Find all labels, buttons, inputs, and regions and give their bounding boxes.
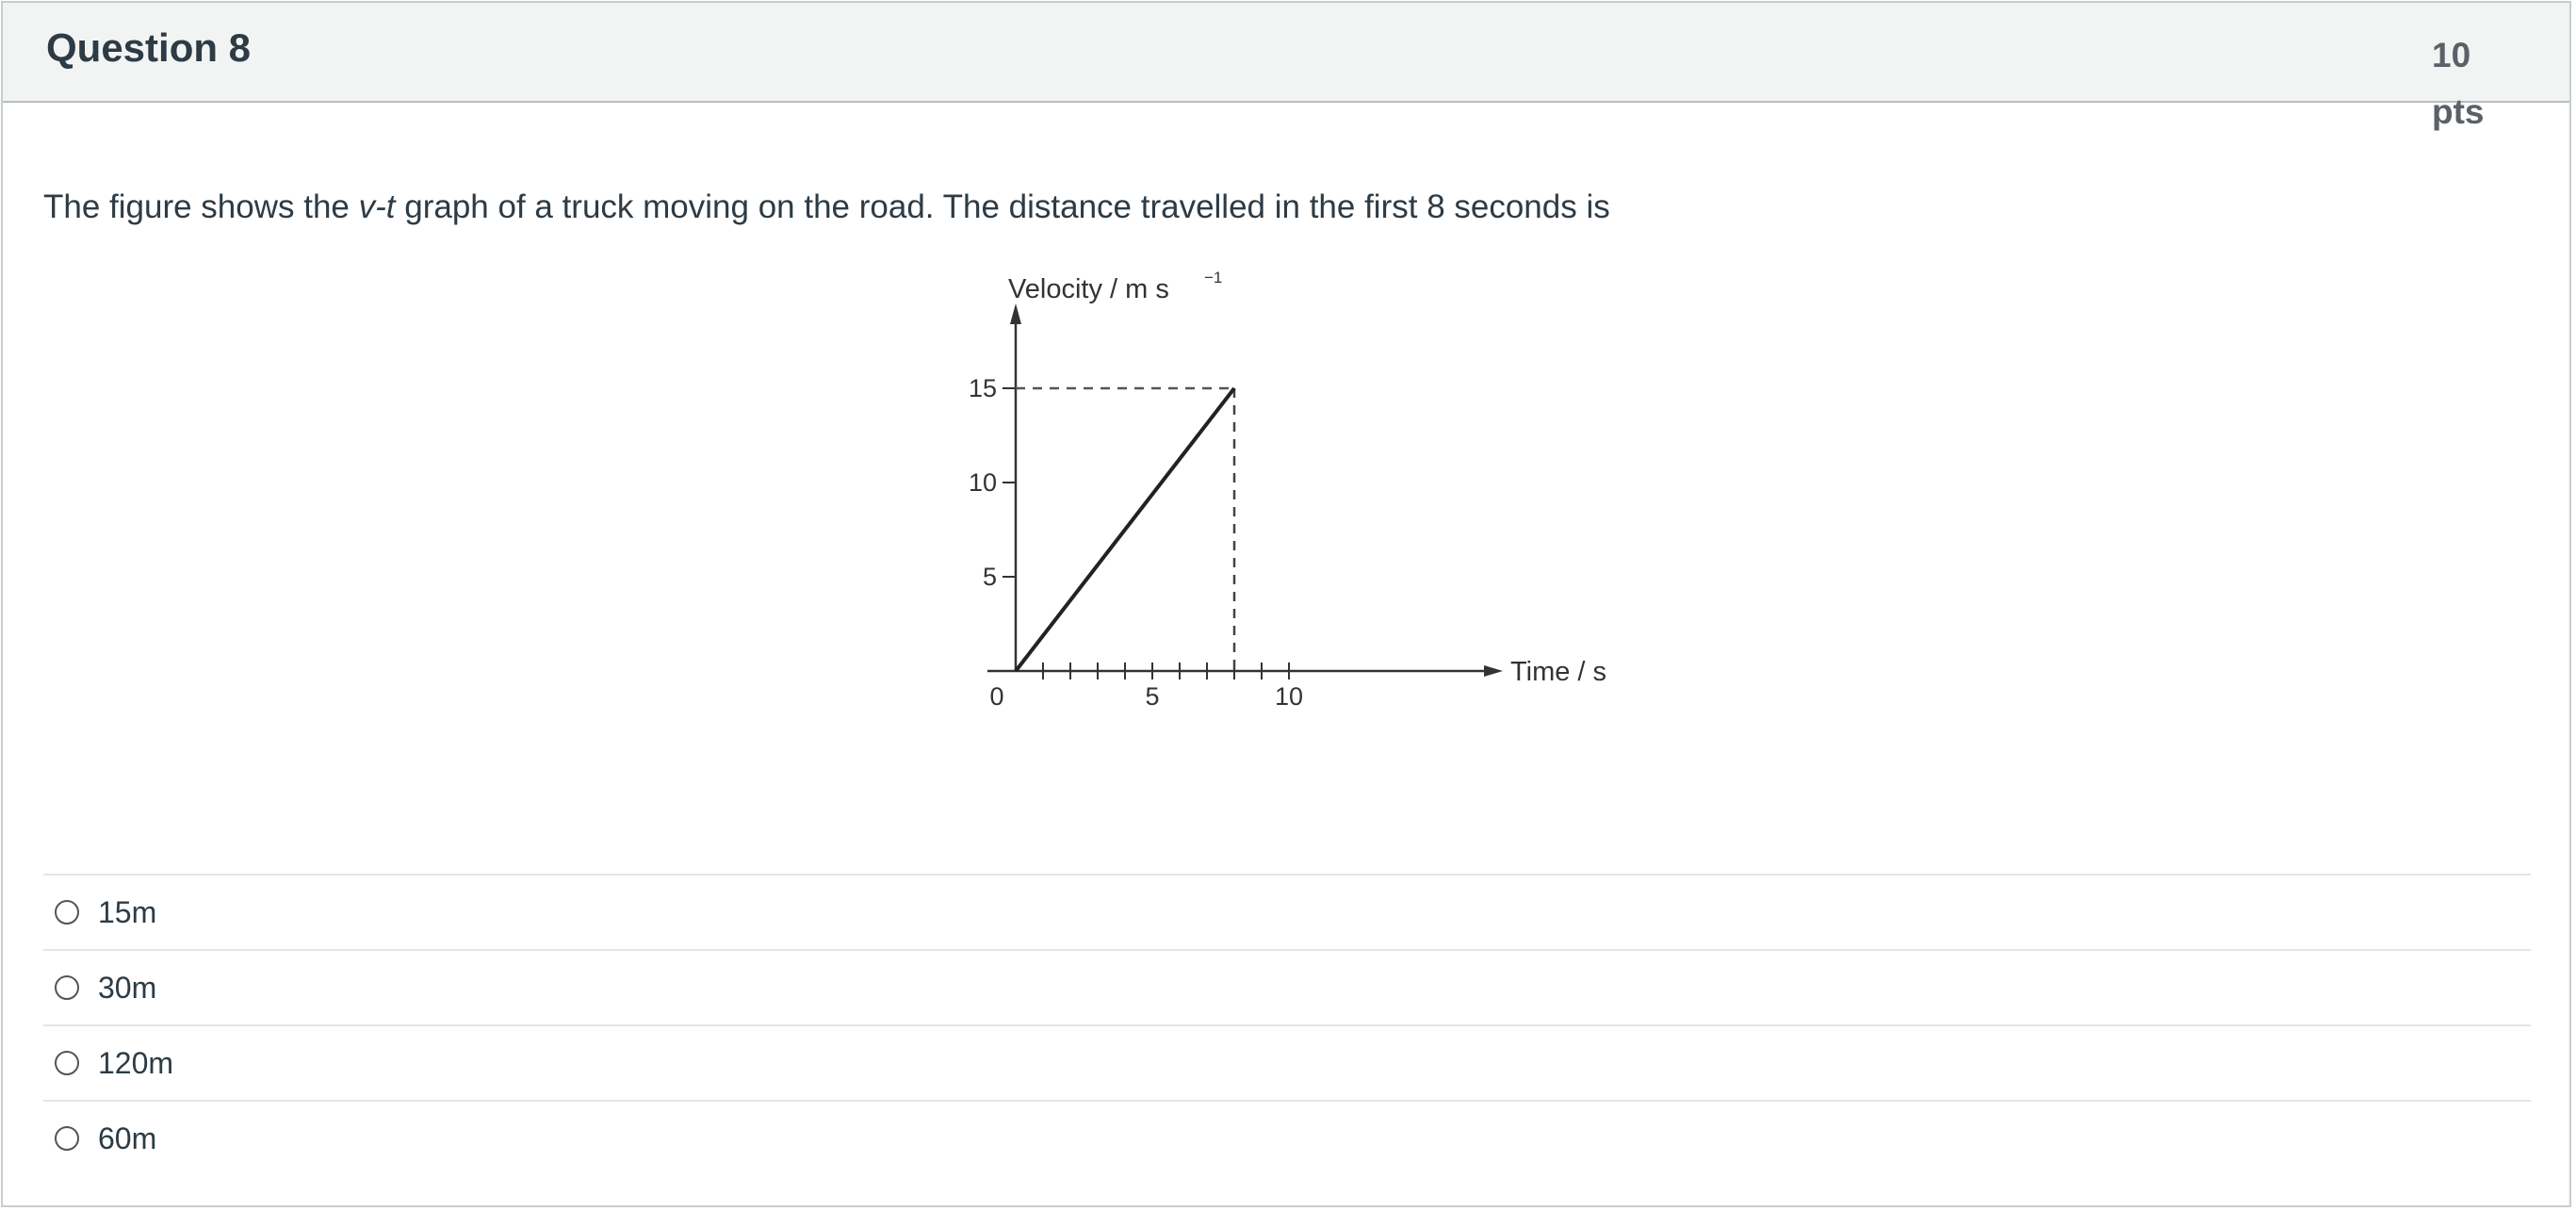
question-header: Question 8 10 pts xyxy=(3,3,2569,131)
question-text: The figure shows the v-t graph of a truc… xyxy=(43,188,1610,226)
x-tick-label: 10 xyxy=(1275,682,1303,711)
answer-label: 15m xyxy=(98,894,157,929)
question-text-part: graph of a truck moving on the road. The… xyxy=(395,188,1610,225)
y-axis-label: Velocity / m s xyxy=(1008,274,1169,304)
y-tick-label: 15 xyxy=(969,374,997,402)
y-tick-label: 5 xyxy=(983,563,997,591)
answer-list: 15m 30m 120m 60m xyxy=(43,874,2531,1175)
answer-label: 120m xyxy=(98,1045,174,1080)
x-tick-label: 5 xyxy=(1145,682,1159,711)
x-axis-arrow xyxy=(1484,665,1503,677)
radio-button[interactable] xyxy=(55,1051,79,1075)
question-points: 10 pts xyxy=(2432,36,2485,131)
answer-option[interactable]: 120m xyxy=(43,1024,2531,1100)
x-tick-label: 0 xyxy=(989,682,1003,711)
y-tick-label: 10 xyxy=(969,468,997,497)
question-title: Question 8 xyxy=(46,25,252,70)
y-axis-label-superscript: −1 xyxy=(1204,269,1222,286)
answer-option[interactable]: 30m xyxy=(43,949,2531,1024)
answer-label: 60m xyxy=(98,1121,157,1155)
series-line xyxy=(1014,386,1236,673)
x-axis-label: Time / s xyxy=(1510,657,1606,687)
answer-option[interactable]: 60m xyxy=(43,1100,2531,1175)
radio-button[interactable] xyxy=(55,975,79,1000)
answer-option[interactable]: 15m xyxy=(43,874,2531,949)
answer-label: 30m xyxy=(98,970,157,1005)
radio-button[interactable] xyxy=(55,900,79,925)
question-text-italic: v-t xyxy=(358,188,396,225)
y-axis-arrow xyxy=(1010,303,1021,324)
question-text-part: The figure shows the xyxy=(43,188,359,225)
radio-button[interactable] xyxy=(55,1126,79,1151)
